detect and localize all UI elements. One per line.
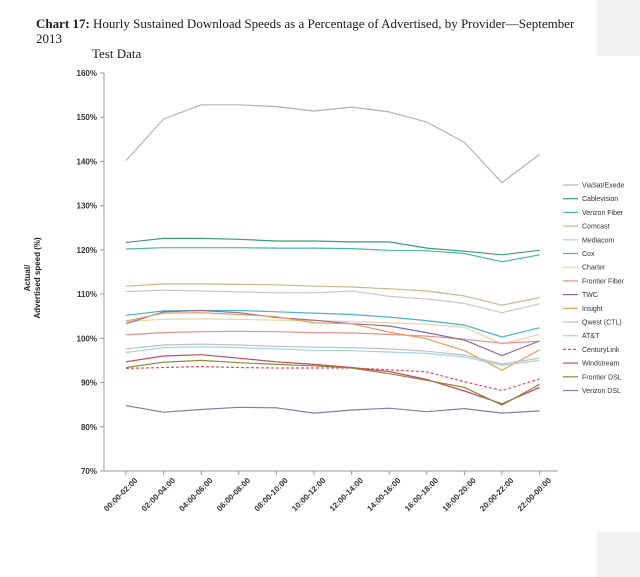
title-line-2: Test Data	[92, 46, 142, 61]
legend-label: Comcast	[582, 224, 610, 231]
x-tick-label: 04:00-06:00	[177, 476, 215, 514]
series-line-frontier-fiber	[125, 330, 540, 344]
legend-label: Frontier Fiber	[582, 278, 625, 285]
side-panel-bottom	[597, 532, 640, 577]
legend-label: Windstream	[582, 361, 620, 368]
x-tick-label: 18:00-20:00	[441, 476, 479, 514]
series-line-windstream	[125, 354, 540, 405]
y-axis-title-line1: Actual/	[23, 264, 32, 291]
y-tick-label: 110%	[77, 290, 97, 299]
x-tick-label: 14:00-16:00	[365, 476, 403, 514]
series-line-comcast	[125, 283, 540, 306]
chart-title: Chart 17: Hourly Sustained Download Spee…	[36, 16, 581, 61]
series-line-verizon-dsl	[125, 405, 540, 414]
title-label: Chart 17:	[36, 16, 90, 31]
x-tick-label: 22:00-00:00	[516, 476, 554, 514]
y-tick-label: 160%	[77, 69, 97, 78]
x-tick-label: 02:00-04:00	[140, 476, 178, 514]
legend-label: Qwest (CTL)	[582, 320, 622, 327]
series-line-frontier-dsl	[125, 359, 540, 406]
x-tick-label: 16:00-18:00	[403, 476, 441, 514]
legend-label: ViaSat/Exede	[582, 183, 624, 190]
x-tick-label: 12:00-14:00	[328, 476, 366, 514]
x-tick-label: 08:00-10:00	[253, 476, 291, 514]
legend-label: Charter	[582, 265, 606, 272]
x-tick-label: 06:00-08:00	[215, 476, 253, 514]
x-tick-label: 10:00-12:00	[290, 476, 328, 514]
y-tick-label: 90%	[81, 379, 97, 388]
y-tick-label: 150%	[77, 113, 97, 122]
series-line-insight	[125, 312, 540, 371]
y-tick-label: 140%	[77, 157, 97, 166]
y-tick-label: 130%	[77, 202, 97, 211]
legend-label: TWC	[582, 292, 598, 299]
legend-label: Mediacom	[582, 237, 614, 244]
series-line-centurylink	[125, 366, 540, 392]
side-panel-top	[597, 0, 640, 56]
y-tick-label: 80%	[81, 423, 97, 432]
x-tick-label: 00:00-02:00	[102, 476, 140, 514]
y-axis-title-line2: Advertised speed (%)	[33, 237, 42, 319]
legend-label: Verizon DSL	[582, 388, 621, 395]
y-tick-label: 120%	[77, 246, 97, 255]
legend-label: Insight	[582, 306, 603, 313]
legend-label: Frontier DSL	[582, 374, 622, 381]
series-line-cablevision	[125, 237, 540, 256]
legend-label: Cablevision	[582, 196, 618, 203]
x-tick-label: 20:00-22:00	[478, 476, 516, 514]
legend-label: Cox	[582, 251, 595, 258]
series-line-twc	[125, 309, 540, 357]
series-line-viasat-exede	[125, 104, 540, 184]
series-line-charter	[125, 318, 540, 345]
y-tick-label: 70%	[81, 467, 97, 476]
series-line-qwest-ctl	[125, 343, 540, 365]
legend-label: AT&T	[582, 333, 600, 340]
title-text: Hourly Sustained Download Speeds as a Pe…	[36, 16, 575, 46]
legend-label: Verizon Fiber	[582, 210, 624, 217]
series-line-at-t	[125, 346, 540, 366]
series-line-verizon-fiber	[125, 247, 540, 263]
y-tick-label: 100%	[77, 334, 97, 343]
series-line-mediacom	[125, 289, 540, 314]
legend-label: CenturyLink	[582, 347, 620, 354]
title-line-1: Chart 17: Hourly Sustained Download Spee…	[36, 16, 581, 46]
